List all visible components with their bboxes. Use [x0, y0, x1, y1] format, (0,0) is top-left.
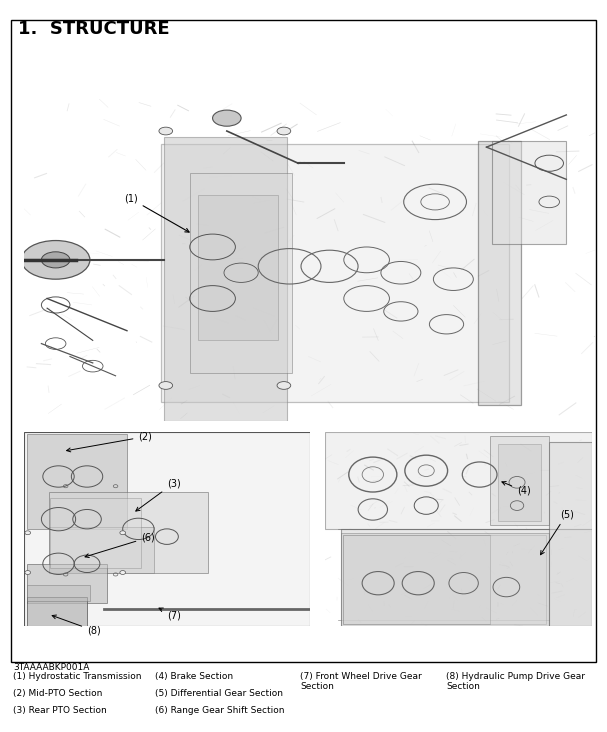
Bar — [198, 195, 278, 340]
Text: (8) Hydraulic Pump Drive Gear
Section: (8) Hydraulic Pump Drive Gear Section — [446, 672, 585, 692]
Circle shape — [120, 570, 126, 575]
Text: (4) Brake Section: (4) Brake Section — [155, 672, 233, 681]
Bar — [492, 141, 566, 244]
Bar — [161, 144, 509, 402]
Text: (2) Mid-PTO Section: (2) Mid-PTO Section — [13, 689, 103, 698]
Text: (7) Front Wheel Drive Gear
Section: (7) Front Wheel Drive Gear Section — [300, 672, 422, 692]
Text: (3) Rear PTO Section: (3) Rear PTO Section — [13, 706, 107, 714]
Circle shape — [120, 531, 126, 534]
Bar — [49, 492, 208, 573]
Text: (2): (2) — [67, 432, 152, 452]
Text: (8): (8) — [52, 615, 101, 635]
Text: (3): (3) — [136, 478, 181, 511]
Circle shape — [159, 381, 172, 389]
Bar — [325, 432, 592, 529]
Bar — [549, 441, 592, 626]
Circle shape — [41, 252, 70, 268]
Text: (7): (7) — [159, 608, 181, 620]
Circle shape — [212, 110, 241, 126]
Bar — [490, 436, 549, 525]
Text: 3TAAAABKP001A: 3TAAAABKP001A — [13, 663, 90, 672]
Circle shape — [277, 127, 291, 135]
Text: (4): (4) — [502, 482, 531, 496]
Bar — [498, 444, 541, 521]
Bar — [344, 534, 490, 624]
Bar — [49, 527, 154, 573]
Text: (6): (6) — [85, 532, 155, 558]
Circle shape — [25, 570, 30, 575]
Circle shape — [159, 127, 172, 135]
Bar — [344, 534, 546, 624]
Text: (5) Differential Gear Section: (5) Differential Gear Section — [155, 689, 283, 698]
Bar — [341, 529, 592, 626]
Bar — [190, 173, 293, 373]
Circle shape — [21, 241, 90, 279]
Text: (5): (5) — [540, 509, 574, 555]
Bar — [27, 564, 107, 602]
Bar — [341, 533, 549, 626]
Circle shape — [277, 381, 291, 389]
Bar — [164, 138, 287, 421]
Bar — [27, 585, 90, 601]
Text: (1) Hydrostatic Transmission: (1) Hydrostatic Transmission — [13, 672, 142, 681]
Bar — [11, 20, 596, 662]
Bar — [27, 597, 87, 626]
Circle shape — [25, 531, 30, 534]
Bar — [478, 141, 521, 405]
Bar — [50, 498, 141, 568]
Text: (1): (1) — [124, 194, 189, 232]
Bar — [27, 434, 127, 529]
Text: 1.  STRUCTURE: 1. STRUCTURE — [18, 20, 170, 39]
Text: (6) Range Gear Shift Section: (6) Range Gear Shift Section — [155, 706, 284, 714]
